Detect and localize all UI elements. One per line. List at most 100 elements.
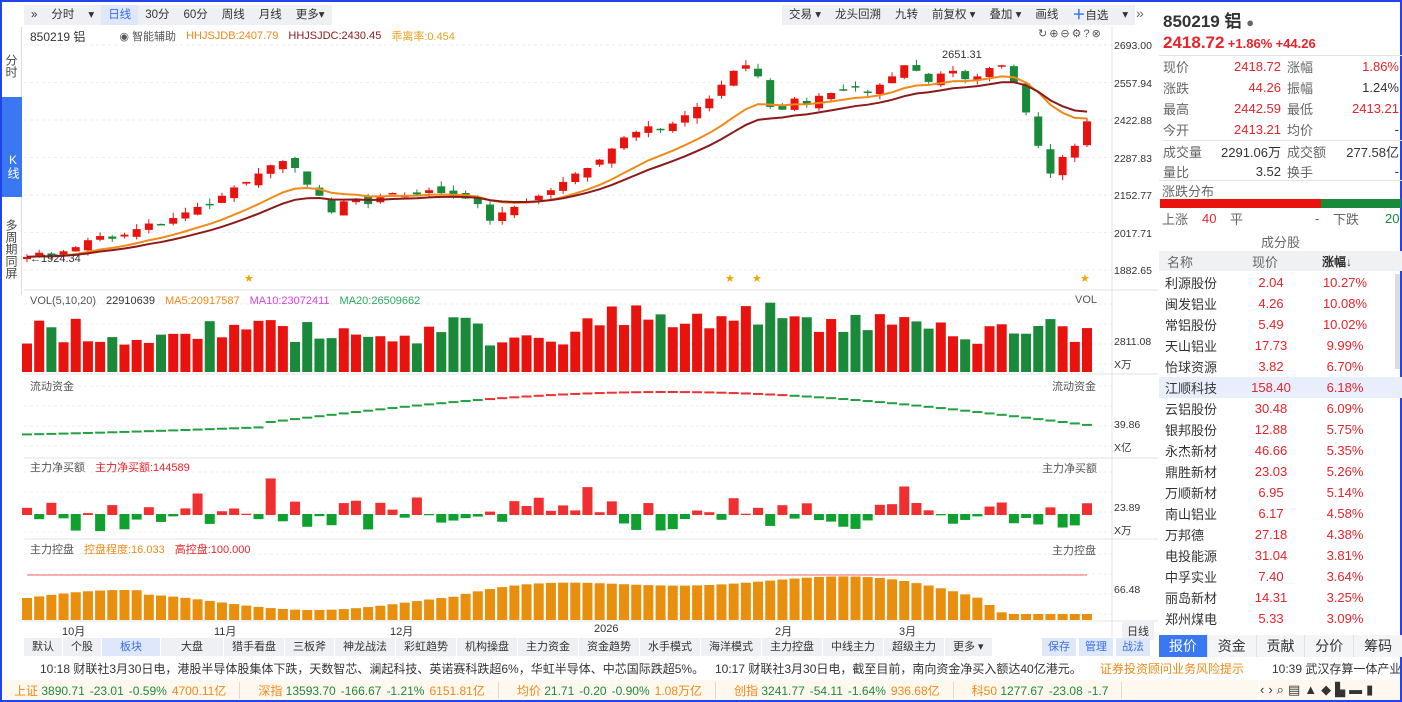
right-tab[interactable]: 贡献 (1255, 635, 1305, 657)
stock-row[interactable]: 银邦股份 12.88 5.75% (1159, 419, 1402, 440)
overlay-button[interactable]: 叠加 ▾ (989, 9, 1022, 21)
indicator-tab[interactable]: 水手模式 (640, 638, 701, 656)
stock-row[interactable]: 天山铝业 17.73 9.99% (1159, 335, 1402, 356)
news-item[interactable]: 10:39 武汉存算一体产业 (1272, 662, 1400, 676)
stock-row[interactable]: 电投能源 31.04 3.81% (1159, 545, 1402, 566)
chart-controls[interactable]: ↻⊕⊖⚙?⊗ (1038, 28, 1103, 40)
tab-60min[interactable]: 60分 (183, 9, 208, 21)
info-icon[interactable]: ● (1246, 15, 1255, 30)
netbuy-bar (716, 514, 727, 520)
indicator-tab[interactable]: 默认 (24, 638, 63, 656)
strategy-button[interactable]: 战法 (1116, 638, 1150, 656)
smart-assist-toggle[interactable]: ◉ 智能辅助 (119, 28, 176, 44)
volume-bar (265, 320, 276, 372)
col-name[interactable]: 名称 (1167, 254, 1194, 270)
nine-turn-button[interactable]: 九转 (894, 9, 918, 21)
news-item[interactable]: 10:17 财联社3月30日电，截至目前，南向资金净买入额达40亿港元。 (715, 662, 1082, 676)
news-item[interactable]: 10:18 财联社3月30日电，港股半导体股集体下跌，天数智芯、澜起科技、英诺赛… (40, 662, 705, 676)
tab-daily[interactable]: 日线 (101, 5, 139, 25)
indicator-tab[interactable]: 中线主力 (823, 638, 884, 656)
draw-button[interactable]: 画线 (1035, 9, 1059, 21)
index-field: -23.01 (89, 683, 124, 698)
stock-row[interactable]: 南山铝业 6.17 4.58% (1159, 503, 1402, 524)
indicator-tab[interactable]: 大盘 (161, 638, 224, 656)
trade-button[interactable]: 交易 ▾ (789, 9, 821, 21)
expand-icon[interactable]: » (1136, 5, 1144, 21)
stock-row[interactable]: 万邦德 27.18 4.38% (1159, 524, 1402, 545)
index-item[interactable]: 上证 3890.71 -23.01 -0.59% 4700.11亿 (2, 681, 241, 699)
right-tab[interactable]: 资金 (1206, 635, 1256, 657)
right-tab[interactable]: 筹码 (1353, 635, 1402, 657)
stock-row[interactable]: 郑州煤电 5.33 3.09% (1159, 608, 1402, 629)
watch-dropdown-icon[interactable]: ▾ (1122, 9, 1129, 21)
chart-icon[interactable]: ▙ (1335, 682, 1350, 697)
indicator-tab[interactable]: 资金趋势 (579, 638, 640, 656)
candle (473, 197, 482, 205)
message-icon[interactable]: ▬ (1349, 682, 1367, 697)
index-item[interactable]: 深指 13593.70 -166.67 -1.21% 6151.81亿 (250, 681, 499, 699)
stock-row[interactable]: 闽发铝业 4.26 10.08% (1159, 293, 1402, 314)
dropdown-icon[interactable]: ▾ (88, 9, 95, 21)
signal-icon[interactable]: ▮ (1366, 682, 1378, 697)
sidebar-multi-period[interactable]: 多周期同屏 (4, 219, 18, 279)
sidebar-kline[interactable]: K线 (2, 97, 22, 197)
calendar-icon[interactable]: ▤ (1287, 682, 1305, 697)
risk-notice-link[interactable]: 证券投资顾问业务风险提示 (1100, 662, 1245, 676)
stock-row[interactable]: 云铝股份 30.48 6.09% (1159, 398, 1402, 419)
right-tab[interactable]: 报价 (1159, 635, 1207, 657)
search-icon[interactable]: ⌕ (1276, 682, 1288, 697)
candle (741, 65, 750, 69)
indicator-tab[interactable]: 更多 ▾ (945, 638, 993, 656)
stock-row[interactable]: 常铝股份 5.49 10.02% (1159, 314, 1402, 335)
indicator-tab[interactable]: 三板斧 (285, 638, 335, 656)
tab-monthly[interactable]: 月线 (258, 9, 282, 21)
stock-row[interactable]: 万顺新材 6.95 5.14% (1159, 482, 1402, 503)
col-price[interactable]: 现价 (1252, 254, 1279, 270)
add-watch-button[interactable]: ＋自选 (1072, 6, 1109, 22)
indicator-tab[interactable]: 主力资金 (518, 638, 579, 656)
indicator-tab[interactable]: 猎手看盘 (224, 638, 285, 656)
save-button[interactable]: 保存 (1042, 638, 1076, 656)
sidebar-intraday[interactable]: 分时 (4, 54, 18, 78)
adjust-button[interactable]: 前复权 ▾ (931, 9, 976, 21)
chart-canvas[interactable]: ★ ★ ★ ★ (2, 2, 1158, 642)
netbuy-bar (387, 509, 398, 515)
collapse-icon[interactable]: » (31, 9, 38, 21)
indicator-tab[interactable]: 海洋模式 (701, 638, 762, 656)
indicator-tab[interactable]: 彩虹趋势 (396, 638, 457, 656)
leader-replay-button[interactable]: 龙头回溯 (834, 9, 881, 21)
indicator-tab[interactable]: 个股 (63, 638, 102, 656)
stock-row[interactable]: 怡球资源 3.82 6.70% (1159, 356, 1402, 377)
index-item[interactable]: 科50 1277.67 -23.08 -1.7 (964, 681, 1123, 699)
stock-row[interactable]: 利源股份 2.04 10.27% (1159, 272, 1402, 293)
status-icons[interactable]: ‹›⌕▤▲◆▙▬▮ (1260, 680, 1400, 700)
index-item[interactable]: 均价 21.71 -0.20 -0.90% 1.08万亿 (509, 681, 716, 699)
stock-row[interactable]: 中孚实业 7.40 3.64% (1159, 566, 1402, 587)
bell-icon[interactable]: ▲ (1304, 682, 1322, 697)
right-tab[interactable]: 分价 (1304, 635, 1354, 657)
quote-value: - (1394, 164, 1399, 179)
tab-30min[interactable]: 30分 (145, 9, 170, 21)
stock-row[interactable]: 鼎胜新材 23.03 5.26% (1159, 461, 1402, 482)
indicator-tab[interactable]: 板块 (102, 638, 161, 656)
indicator-tab[interactable]: 神龙战法 (335, 638, 396, 656)
col-change[interactable]: 涨幅↓ (1322, 254, 1353, 269)
indicator-tab[interactable]: 主力控盘 (762, 638, 823, 656)
indicator-tab[interactable]: 机构操盘 (457, 638, 518, 656)
stock-row[interactable]: 永杰新材 46.66 5.35% (1159, 440, 1402, 461)
index-item[interactable]: 创指 3241.77 -54.11 -1.64% 936.68亿 (726, 681, 954, 699)
candle (315, 187, 324, 196)
tab-intraday[interactable]: 分时 (51, 9, 75, 21)
volume-bar (107, 337, 118, 372)
compass-icon[interactable]: ◆ (1321, 682, 1336, 697)
scrollbar[interactable] (1395, 274, 1400, 369)
indicator-tab[interactable]: 超级主力 (884, 638, 945, 656)
netbuy-bar (570, 510, 581, 515)
manage-button[interactable]: 管理 (1079, 638, 1113, 656)
stock-row[interactable]: 江顺科技 158.40 6.18% (1159, 377, 1402, 398)
stock-row[interactable]: 丽岛新材 14.31 3.25% (1159, 587, 1402, 608)
tab-weekly[interactable]: 周线 (221, 9, 245, 21)
tab-more[interactable]: 更多▾ (295, 9, 325, 21)
vol-right: VOL (1075, 294, 1098, 306)
volume-bar (935, 322, 946, 372)
